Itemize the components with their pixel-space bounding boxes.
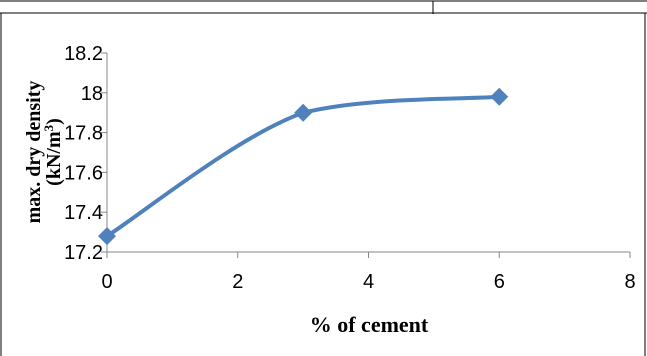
data-point-marker bbox=[294, 103, 313, 122]
y-tick-label: 17.2 bbox=[64, 242, 103, 264]
x-tick-label: 8 bbox=[624, 271, 635, 293]
x-tick-label: 4 bbox=[363, 271, 374, 293]
y-tick-label: 18.2 bbox=[64, 43, 103, 65]
x-tick-label: 6 bbox=[494, 271, 505, 293]
y-axis-label-line1: max. dry density bbox=[23, 81, 45, 224]
y-tick-label: 17.8 bbox=[64, 123, 103, 145]
y-tick-label: 17.6 bbox=[64, 162, 103, 184]
y-tick-label: 18 bbox=[81, 83, 103, 105]
x-tick-label: 2 bbox=[232, 271, 243, 293]
series-layer bbox=[98, 87, 509, 246]
data-point-marker bbox=[490, 87, 509, 106]
plot-area: 17.2 17.4 17.6 17.8 18 18.2 0 2 4 6 8 bbox=[64, 43, 636, 293]
y-ticks: 17.2 17.4 17.6 17.8 18 18.2 bbox=[64, 43, 107, 264]
x-tick-label: 0 bbox=[101, 271, 112, 293]
y-tick-label: 17.4 bbox=[64, 202, 103, 224]
x-axis-label: % of cement bbox=[310, 312, 429, 337]
y-axis-label-line2: (kN/m3) bbox=[41, 118, 65, 186]
data-point-marker bbox=[98, 227, 116, 246]
x-ticks: 0 2 4 6 8 bbox=[101, 252, 636, 293]
y-axis-label: max. dry density (kN/m3) bbox=[23, 81, 65, 224]
